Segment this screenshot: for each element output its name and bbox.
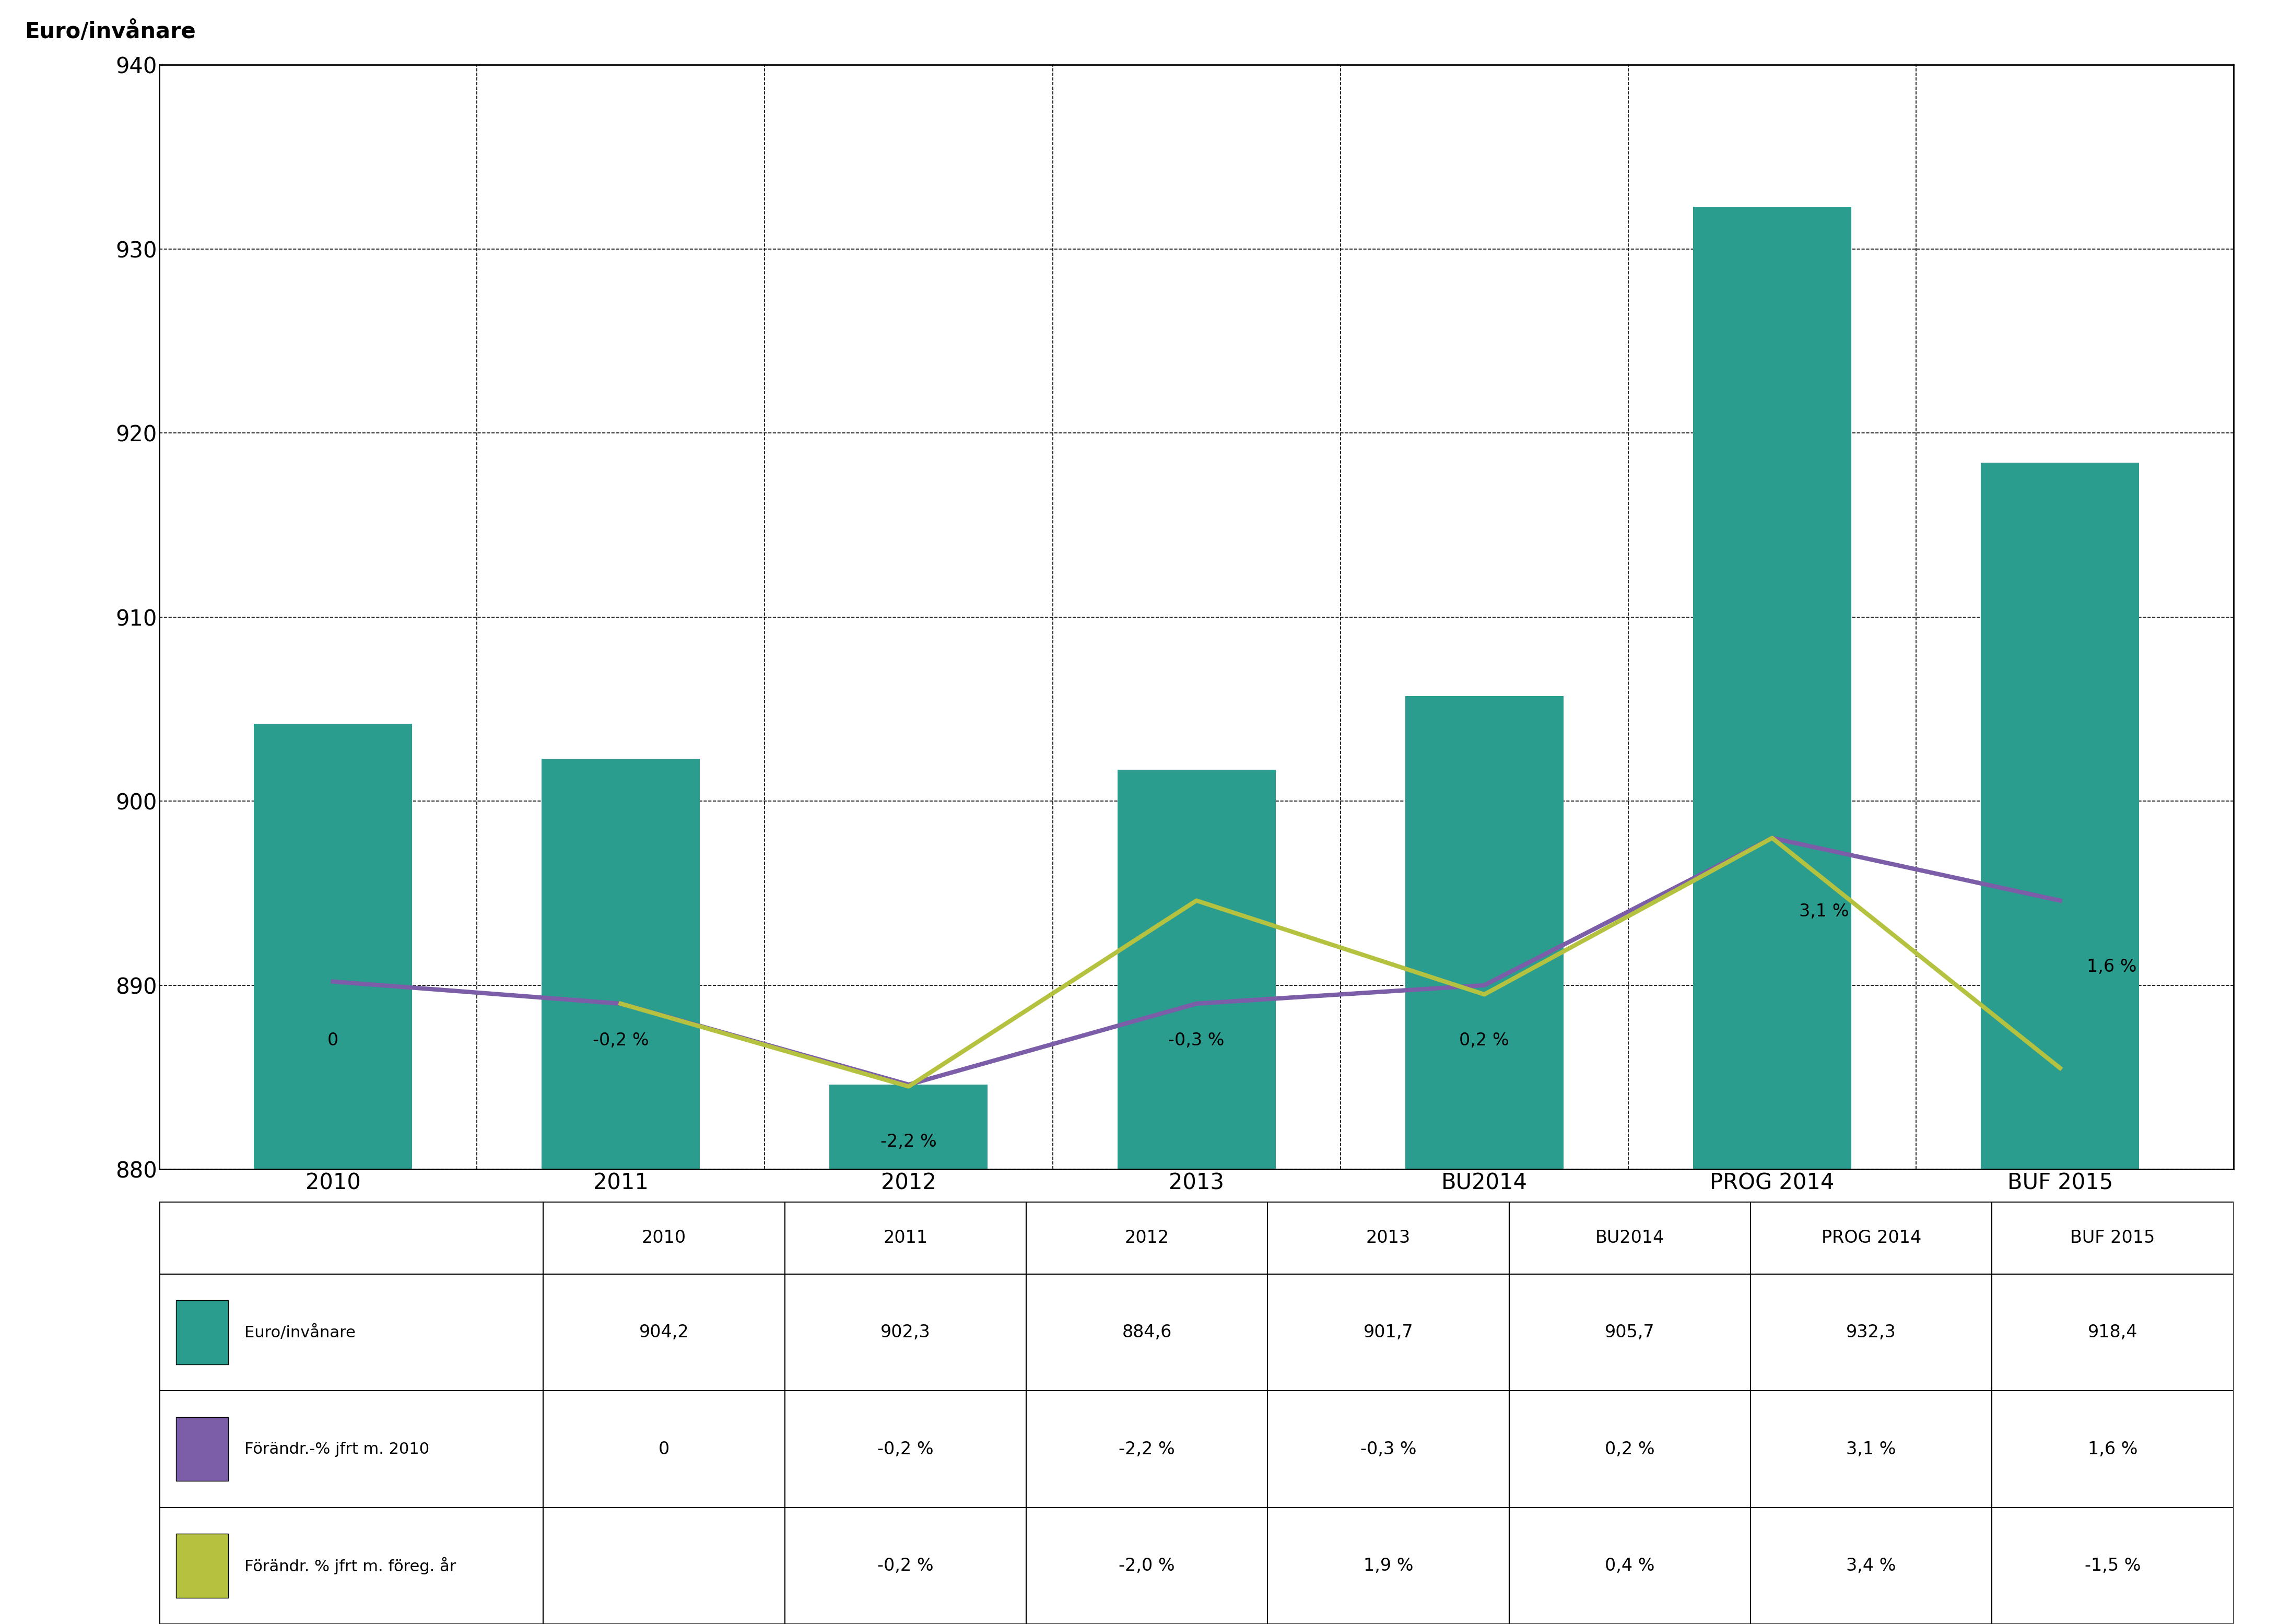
Text: 2012: 2012 xyxy=(1124,1229,1169,1247)
Text: 2011: 2011 xyxy=(884,1229,928,1247)
Bar xyxy=(160,1390,542,1507)
Bar xyxy=(1026,1275,1267,1390)
Text: -0,2 %: -0,2 % xyxy=(877,1440,934,1458)
Bar xyxy=(1406,697,1563,1624)
Text: 0: 0 xyxy=(328,1031,340,1049)
Bar xyxy=(542,1390,784,1507)
Bar xyxy=(160,1507,542,1624)
Text: 0,2 %: 0,2 % xyxy=(1604,1440,1655,1458)
Bar xyxy=(1026,1202,1267,1275)
Text: -0,2 %: -0,2 % xyxy=(593,1031,650,1049)
Bar xyxy=(1750,1507,1992,1624)
Text: 3,1 %: 3,1 % xyxy=(1846,1440,1896,1458)
Bar xyxy=(1992,1202,2233,1275)
Bar xyxy=(160,1275,542,1390)
Bar xyxy=(784,1275,1026,1390)
Text: 932,3: 932,3 xyxy=(1846,1324,1896,1341)
Bar xyxy=(175,1533,228,1598)
Bar xyxy=(1509,1275,1750,1390)
Bar xyxy=(1267,1507,1509,1624)
Bar xyxy=(253,724,412,1624)
Text: 902,3: 902,3 xyxy=(880,1324,930,1341)
Bar xyxy=(542,758,700,1624)
Text: 3,4 %: 3,4 % xyxy=(1846,1557,1896,1574)
Text: Euro/invånare: Euro/invånare xyxy=(25,21,196,42)
Bar xyxy=(1026,1390,1267,1507)
Bar xyxy=(175,1418,228,1481)
Text: -0,2 %: -0,2 % xyxy=(877,1557,934,1574)
Text: 1,6 %: 1,6 % xyxy=(2088,1440,2138,1458)
Bar xyxy=(1992,1390,2233,1507)
Bar xyxy=(1750,1390,1992,1507)
Text: 1,9 %: 1,9 % xyxy=(1363,1557,1413,1574)
Text: Euro/invånare: Euro/invånare xyxy=(244,1325,356,1340)
Text: 0,2 %: 0,2 % xyxy=(1459,1031,1509,1049)
Text: 904,2: 904,2 xyxy=(638,1324,688,1341)
Bar xyxy=(1267,1202,1509,1275)
Bar xyxy=(542,1202,784,1275)
Text: -0,3 %: -0,3 % xyxy=(1361,1440,1415,1458)
Bar xyxy=(784,1202,1026,1275)
Bar xyxy=(1750,1202,1992,1275)
Bar xyxy=(1026,1507,1267,1624)
Text: 3,1 %: 3,1 % xyxy=(1798,903,1848,921)
Bar xyxy=(1980,463,2140,1624)
Text: -1,5 %: -1,5 % xyxy=(2085,1557,2140,1574)
Bar xyxy=(1117,770,1276,1624)
Bar xyxy=(1267,1390,1509,1507)
Bar xyxy=(175,1301,228,1364)
Bar xyxy=(542,1275,784,1390)
Bar xyxy=(1992,1275,2233,1390)
Text: 2013: 2013 xyxy=(1365,1229,1411,1247)
Text: 1,6 %: 1,6 % xyxy=(2088,958,2138,976)
Bar xyxy=(784,1390,1026,1507)
Text: Förändr. % jfrt m. föreg. år: Förändr. % jfrt m. föreg. år xyxy=(244,1557,456,1574)
Bar xyxy=(1509,1507,1750,1624)
Bar xyxy=(1267,1275,1509,1390)
Text: -2,0 %: -2,0 % xyxy=(1119,1557,1176,1574)
Text: 901,7: 901,7 xyxy=(1363,1324,1413,1341)
Bar xyxy=(784,1507,1026,1624)
Text: -2,2 %: -2,2 % xyxy=(880,1134,937,1150)
Text: -0,3 %: -0,3 % xyxy=(1169,1031,1224,1049)
Text: BU2014: BU2014 xyxy=(1595,1229,1664,1247)
Text: 0: 0 xyxy=(659,1440,670,1458)
Bar xyxy=(1750,1275,1992,1390)
Text: 2010: 2010 xyxy=(643,1229,686,1247)
Text: 884,6: 884,6 xyxy=(1121,1324,1171,1341)
Bar xyxy=(1509,1202,1750,1275)
Bar xyxy=(830,1085,987,1624)
Text: BUF 2015: BUF 2015 xyxy=(2069,1229,2156,1247)
Bar xyxy=(542,1507,784,1624)
Bar xyxy=(160,1202,542,1275)
Bar xyxy=(1509,1390,1750,1507)
Bar xyxy=(1992,1507,2233,1624)
Text: -2,2 %: -2,2 % xyxy=(1119,1440,1176,1458)
Bar xyxy=(1693,206,1851,1624)
Text: 918,4: 918,4 xyxy=(2088,1324,2138,1341)
Text: 0,4 %: 0,4 % xyxy=(1604,1557,1655,1574)
Text: PROG 2014: PROG 2014 xyxy=(1821,1229,1921,1247)
Text: Förändr.-% jfrt m. 2010: Förändr.-% jfrt m. 2010 xyxy=(244,1442,428,1457)
Text: 905,7: 905,7 xyxy=(1604,1324,1655,1341)
